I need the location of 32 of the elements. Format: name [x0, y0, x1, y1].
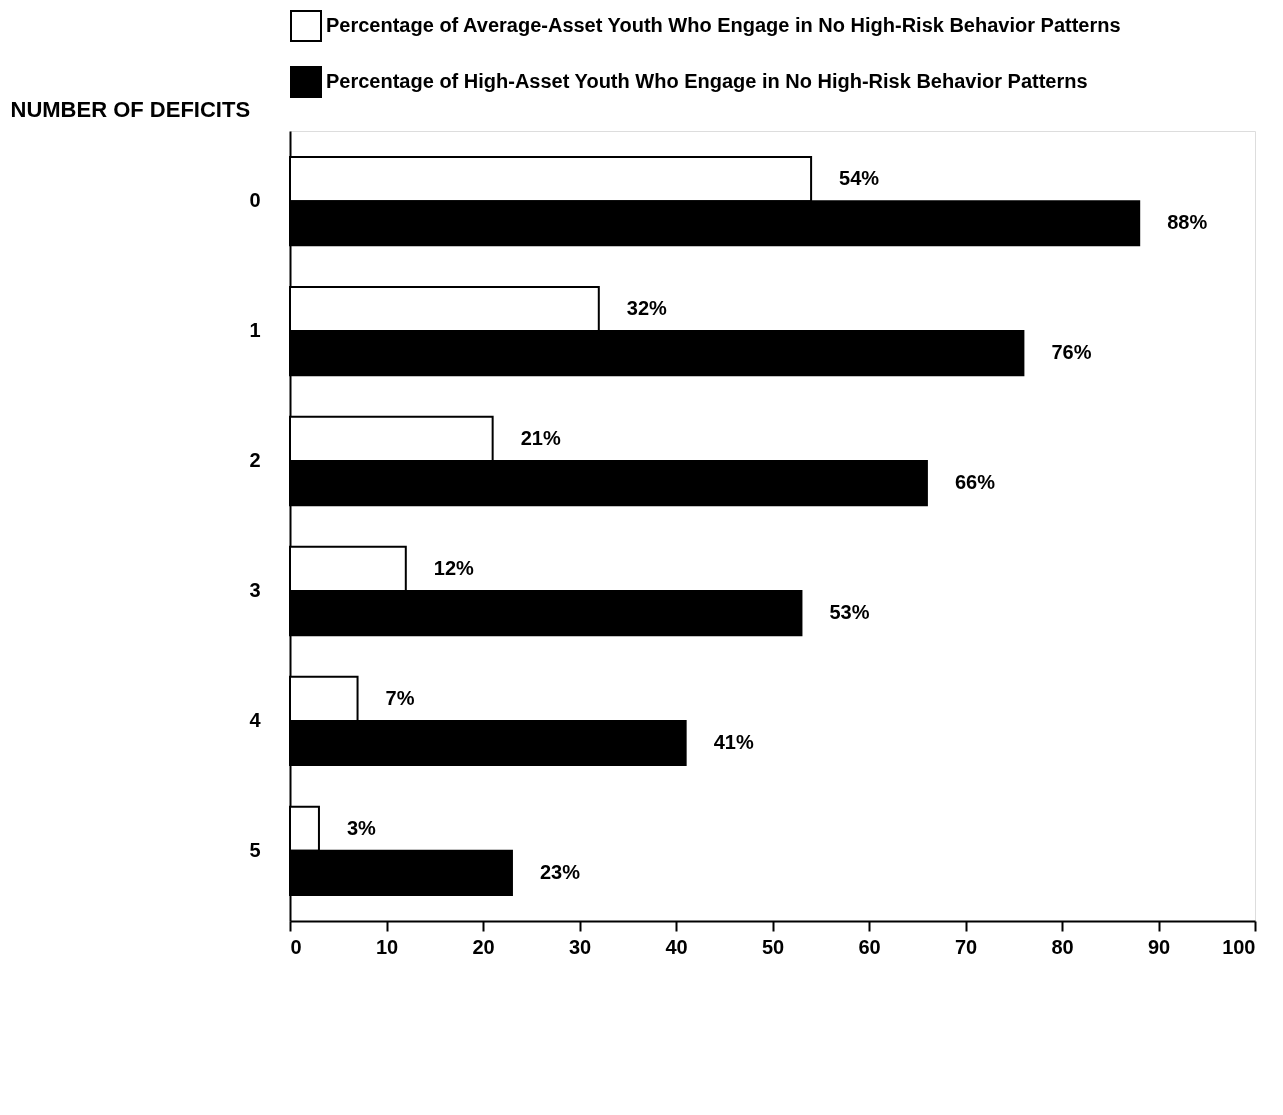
data-label: 7% — [385, 686, 415, 709]
data-label: 23% — [539, 860, 581, 883]
x-tick-label: 50 — [761, 935, 785, 958]
legend-label: Percentage of High-Asset Youth Who Engage in No High-Risk Behavior Patterns — [326, 70, 1088, 92]
x-tick-label: 100 — [1222, 935, 1256, 958]
y-tick-label: 4 — [249, 708, 262, 731]
x-tick-label: 10 — [375, 935, 399, 958]
y-tick-label: 3 — [249, 578, 261, 601]
legend-label: Percentage of Average-Asset Youth Who Engage in No High-Risk Behavior Patterns — [326, 14, 1121, 36]
x-tick-label: 90 — [1147, 935, 1171, 958]
data-label: 88% — [1167, 211, 1208, 234]
x-tick-label: 20 — [472, 935, 495, 958]
y-tick-label: 2 — [249, 449, 261, 472]
data-label: 21% — [520, 426, 561, 449]
x-tick-label: 60 — [858, 935, 881, 958]
data-label: 54% — [839, 167, 880, 190]
x-tick-label: 70 — [954, 935, 978, 958]
x-tick-label: 40 — [665, 935, 688, 958]
x-tick-label: 0 — [290, 935, 302, 958]
data-label: 66% — [954, 471, 996, 494]
x-tick-label: 30 — [568, 935, 592, 958]
data-label: 3% — [346, 816, 377, 839]
y-tick-label: 5 — [249, 838, 261, 861]
x-tick-label: 80 — [1051, 935, 1074, 958]
data-label: 76% — [1051, 341, 1092, 364]
data-label: 32% — [626, 297, 668, 320]
data-label: 53% — [829, 601, 870, 624]
data-label: 41% — [713, 730, 754, 753]
y-tick-label: 0 — [249, 189, 261, 212]
data-label: 12% — [433, 556, 475, 579]
y-tick-label: 1 — [249, 319, 261, 342]
y-axis-title: NUMBER OF DEFICITS — [10, 96, 251, 122]
